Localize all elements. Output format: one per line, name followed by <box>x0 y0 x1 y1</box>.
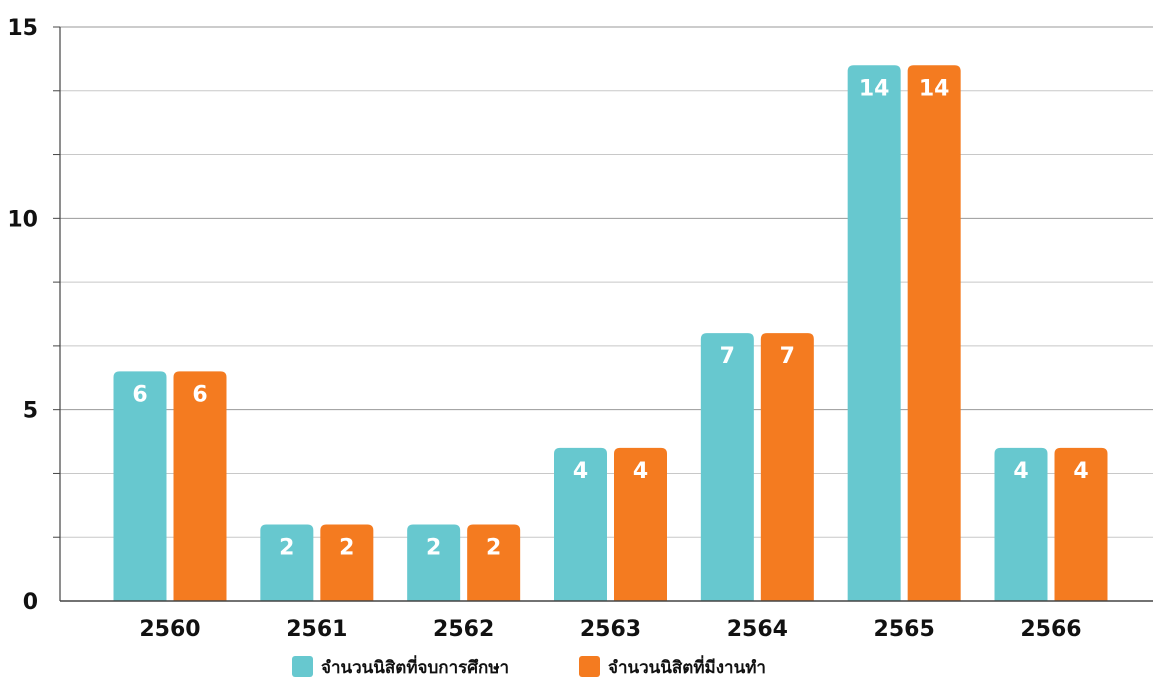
bar-employed-2566 <box>1054 447 1108 601</box>
bar-graduates-2566 <box>994 447 1048 601</box>
bar-employed-2565 <box>907 65 961 602</box>
bar-value-label: 4 <box>1013 459 1028 484</box>
bar-value-label: 14 <box>859 76 890 101</box>
bar-value-label: 2 <box>426 535 441 560</box>
y-tick-label: 0 <box>23 590 38 615</box>
bar-value-label: 2 <box>339 535 354 560</box>
x-category-label: 2564 <box>727 617 788 642</box>
bar-value-label: 6 <box>132 382 147 407</box>
bar-employed-2564 <box>760 333 814 601</box>
x-category-label: 2566 <box>1020 617 1081 642</box>
legend-label: จำนวนนิสิตที่มีงานทำ <box>608 655 766 678</box>
grid-lines <box>60 26 1153 538</box>
bar-graduates-2562 <box>407 524 461 601</box>
bar-value-label: 6 <box>192 382 207 407</box>
x-category-label: 2565 <box>874 617 935 642</box>
bar-graduates-2561 <box>260 524 314 601</box>
bar-value-label: 7 <box>780 344 795 369</box>
legend-swatch <box>579 656 600 677</box>
axes: 0 5 10 15 2560 2561 2562 2563 2564 2565 2566 <box>7 16 1153 642</box>
y-tick-label: 5 <box>23 399 38 424</box>
bar-value-label: 4 <box>1073 459 1088 484</box>
bar-employed-2561 <box>320 524 374 601</box>
bars: 6 6 2 2 2 2 4 4 7 7 14 14 4 4 <box>113 65 1108 602</box>
bar-graduates-2563 <box>554 447 607 601</box>
bar-value-label: 14 <box>919 76 950 101</box>
bar-graduates-2565 <box>847 65 901 602</box>
bar-graduates-2560 <box>113 371 167 601</box>
y-tick-label: 10 <box>7 207 38 232</box>
bar-value-label: 4 <box>633 459 648 484</box>
bar-employed-2562 <box>467 524 521 601</box>
x-category-label: 2562 <box>433 617 494 642</box>
bar-value-label: 2 <box>279 535 294 560</box>
legend: จำนวนนิสิตที่จบการศึกษา จำนวนนิสิตที่มีงา… <box>292 655 766 678</box>
bar-value-label: 4 <box>573 459 588 484</box>
bar-value-label: 2 <box>486 535 501 560</box>
legend-label: จำนวนนิสิตที่จบการศึกษา <box>321 655 509 678</box>
legend-swatch <box>292 656 313 677</box>
bar-value-label: 7 <box>720 344 735 369</box>
bar-graduates-2564 <box>700 333 754 601</box>
x-category-label: 2560 <box>139 617 200 642</box>
x-category-label: 2563 <box>580 617 641 642</box>
y-tick-label: 15 <box>7 16 38 41</box>
bar-employed-2563 <box>614 447 667 601</box>
x-category-label: 2561 <box>286 617 347 642</box>
bar-employed-2560 <box>173 371 227 601</box>
